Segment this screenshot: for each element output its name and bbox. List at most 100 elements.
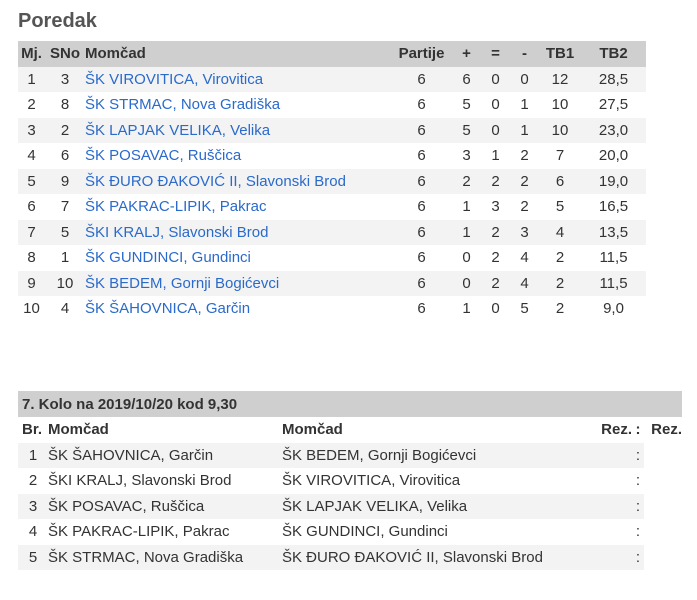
cell-separator: :: [632, 493, 644, 519]
table-row: 3 ŠK POSAVAC, Ruščica ŠK LAPJAK VELIKA, …: [18, 493, 682, 520]
round-header-row: Br. Momčad Momčad Rez. : Rez.: [18, 417, 682, 443]
col-header-board: Br.: [18, 417, 48, 443]
cell-games: 6: [391, 219, 452, 245]
team-link[interactable]: ŠK ŠAHOVNICA, Garčin: [85, 296, 391, 322]
cell-home-team: ŠK STRMAC, Nova Gradiška: [48, 544, 282, 570]
cell-losses: 3: [510, 219, 539, 245]
cell-away-result: [644, 468, 682, 494]
table-row: 2 ŠKI KRALJ, Slavonski Brod ŠK VIROVITIC…: [18, 468, 682, 494]
cell-losses: 4: [510, 270, 539, 296]
cell-losses: 1: [510, 117, 539, 143]
standings-title: Poredak: [18, 10, 97, 32]
cell-draws: 0: [481, 296, 510, 322]
cell-losses: 1: [510, 92, 539, 118]
cell-games: 6: [391, 92, 452, 118]
round-caption: 7. Kolo na 2019/10/20 kod 9,30: [18, 391, 682, 417]
cell-board: 5: [18, 544, 48, 570]
col-header-home-result: Rez.: [588, 417, 632, 443]
standings-table: Mj. SNo Momčad Partije + = - TB1 TB2 1 3…: [18, 41, 646, 322]
cell-games: 6: [391, 168, 452, 194]
cell-home-team: ŠK ŠAHOVNICA, Garčin: [48, 442, 282, 468]
team-link[interactable]: ŠK PAKRAC-LIPIK, Pakrac: [85, 194, 391, 220]
cell-tb2: 28,5: [581, 66, 646, 92]
cell-away-team: ŠK GUNDINCI, Gundinci: [282, 519, 588, 545]
table-row: 2 8 ŠK STRMAC, Nova Gradiška 6 5 0 1 10 …: [18, 92, 646, 118]
cell-tb2: 11,5: [581, 245, 646, 271]
team-link[interactable]: ŠK VIROVITICA, Virovitica: [85, 66, 391, 92]
team-link[interactable]: ŠK ĐURO ĐAKOVIĆ II, Slavonski Brod: [85, 168, 391, 194]
cell-tb2: 9,0: [581, 296, 646, 322]
cell-away-result: [644, 519, 682, 545]
table-row: 5 9 ŠK ĐURO ĐAKOVIĆ II, Slavonski Brod 6…: [18, 168, 646, 194]
cell-games: 6: [391, 270, 452, 296]
col-header-draws: =: [481, 41, 510, 67]
table-row: 6 7 ŠK PAKRAC-LIPIK, Pakrac 6 1 3 2 5 16…: [18, 194, 646, 220]
team-link[interactable]: ŠK POSAVAC, Ruščica: [85, 143, 391, 169]
cell-place: 10: [18, 296, 45, 322]
team-link[interactable]: ŠK LAPJAK VELIKA, Velika: [85, 117, 391, 143]
col-header-place: Mj.: [18, 41, 45, 67]
col-header-games: Partije: [391, 41, 452, 67]
cell-tb1: 7: [539, 143, 581, 169]
cell-start-no: 3: [45, 66, 85, 92]
cell-tb1: 2: [539, 245, 581, 271]
cell-place: 1: [18, 66, 45, 92]
col-header-home-team: Momčad: [48, 417, 282, 443]
cell-place: 7: [18, 219, 45, 245]
cell-home-result: [588, 468, 632, 494]
col-header-wins: +: [452, 41, 481, 67]
cell-away-result: [644, 494, 682, 520]
cell-tb1: 6: [539, 168, 581, 194]
cell-tb2: 23,0: [581, 117, 646, 143]
cell-tb2: 20,0: [581, 143, 646, 169]
cell-draws: 1: [481, 143, 510, 169]
table-row: 9 10 ŠK BEDEM, Gornji Bogićevci 6 0 2 4 …: [18, 270, 646, 296]
table-row: 1 3 ŠK VIROVITICA, Virovitica 6 6 0 0 12…: [18, 66, 646, 92]
cell-start-no: 4: [45, 296, 85, 322]
cell-tb1: 10: [539, 117, 581, 143]
cell-home-result: [588, 544, 632, 570]
cell-away-team: ŠK ĐURO ĐAKOVIĆ II, Slavonski Brod: [282, 544, 588, 570]
team-link[interactable]: ŠK BEDEM, Gornji Bogićevci: [85, 270, 391, 296]
cell-draws: 2: [481, 168, 510, 194]
cell-home-result: [588, 442, 632, 468]
cell-away-result: [644, 545, 682, 571]
cell-losses: 2: [510, 168, 539, 194]
cell-place: 4: [18, 143, 45, 169]
cell-games: 6: [391, 296, 452, 322]
cell-home-team: ŠK PAKRAC-LIPIK, Pakrac: [48, 519, 282, 545]
cell-tb2: 13,5: [581, 219, 646, 245]
cell-losses: 2: [510, 194, 539, 220]
cell-separator: :: [632, 442, 644, 468]
cell-draws: 0: [481, 92, 510, 118]
cell-draws: 0: [481, 66, 510, 92]
cell-wins: 6: [452, 66, 481, 92]
cell-wins: 1: [452, 296, 481, 322]
table-row: 10 4 ŠK ŠAHOVNICA, Garčin 6 1 0 5 2 9,0: [18, 296, 646, 322]
cell-tb2: 16,5: [581, 194, 646, 220]
cell-games: 6: [391, 143, 452, 169]
cell-wins: 1: [452, 219, 481, 245]
cell-separator: :: [632, 544, 644, 570]
cell-place: 2: [18, 92, 45, 118]
team-link[interactable]: ŠKI KRALJ, Slavonski Brod: [85, 219, 391, 245]
cell-draws: 2: [481, 219, 510, 245]
cell-home-result: [588, 519, 632, 545]
cell-start-no: 5: [45, 219, 85, 245]
cell-place: 5: [18, 168, 45, 194]
cell-tb2: 19,0: [581, 168, 646, 194]
cell-wins: 0: [452, 245, 481, 271]
col-header-away-result: Rez.: [644, 417, 682, 443]
col-header-losses: -: [510, 41, 539, 67]
team-link[interactable]: ŠK GUNDINCI, Gundinci: [85, 245, 391, 271]
team-link[interactable]: ŠK STRMAC, Nova Gradiška: [85, 92, 391, 118]
cell-tb1: 5: [539, 194, 581, 220]
cell-wins: 3: [452, 143, 481, 169]
table-row: 4 ŠK PAKRAC-LIPIK, Pakrac ŠK GUNDINCI, G…: [18, 519, 682, 545]
cell-home-team: ŠK POSAVAC, Ruščica: [48, 493, 282, 519]
cell-board: 1: [18, 442, 48, 468]
table-row: 7 5 ŠKI KRALJ, Slavonski Brod 6 1 2 3 4 …: [18, 219, 646, 245]
cell-away-team: ŠK LAPJAK VELIKA, Velika: [282, 493, 588, 519]
cell-start-no: 7: [45, 194, 85, 220]
cell-wins: 0: [452, 270, 481, 296]
